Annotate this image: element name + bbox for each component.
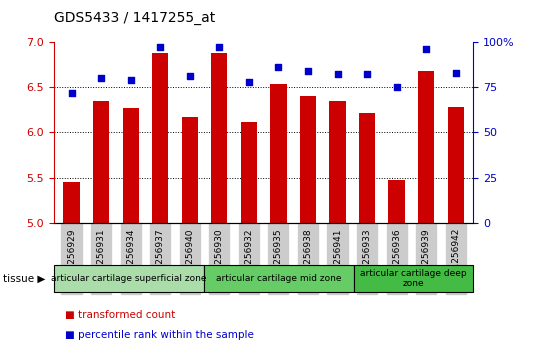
Text: articular cartilage mid zone: articular cartilage mid zone bbox=[216, 274, 341, 283]
Point bbox=[274, 64, 282, 70]
Bar bbox=[448, 107, 464, 223]
Point bbox=[245, 79, 253, 85]
Point bbox=[303, 68, 312, 74]
Text: articular cartilage superficial zone: articular cartilage superficial zone bbox=[51, 274, 207, 283]
Bar bbox=[123, 108, 139, 223]
Point bbox=[451, 70, 460, 76]
Bar bbox=[359, 113, 375, 223]
Point bbox=[97, 75, 105, 81]
Bar bbox=[388, 180, 405, 223]
Point bbox=[363, 72, 371, 77]
Point bbox=[333, 72, 342, 77]
Point bbox=[67, 90, 76, 95]
Text: articular cartilage deep
zone: articular cartilage deep zone bbox=[360, 269, 467, 288]
Bar bbox=[270, 84, 287, 223]
Bar bbox=[300, 96, 316, 223]
Point bbox=[156, 44, 165, 50]
Bar bbox=[211, 53, 228, 223]
Bar bbox=[63, 182, 80, 223]
Bar bbox=[329, 101, 345, 223]
Point bbox=[392, 84, 401, 90]
Text: tissue ▶: tissue ▶ bbox=[3, 274, 45, 284]
Text: ■ transformed count: ■ transformed count bbox=[65, 310, 175, 321]
Bar bbox=[152, 53, 168, 223]
Bar bbox=[418, 71, 434, 223]
Point bbox=[126, 77, 135, 83]
Point bbox=[186, 73, 194, 79]
Bar bbox=[240, 122, 257, 223]
Text: ■ percentile rank within the sample: ■ percentile rank within the sample bbox=[65, 330, 253, 340]
Bar bbox=[182, 117, 198, 223]
Bar bbox=[93, 101, 109, 223]
Point bbox=[215, 44, 224, 50]
Point bbox=[422, 46, 430, 52]
Text: GDS5433 / 1417255_at: GDS5433 / 1417255_at bbox=[54, 11, 215, 25]
